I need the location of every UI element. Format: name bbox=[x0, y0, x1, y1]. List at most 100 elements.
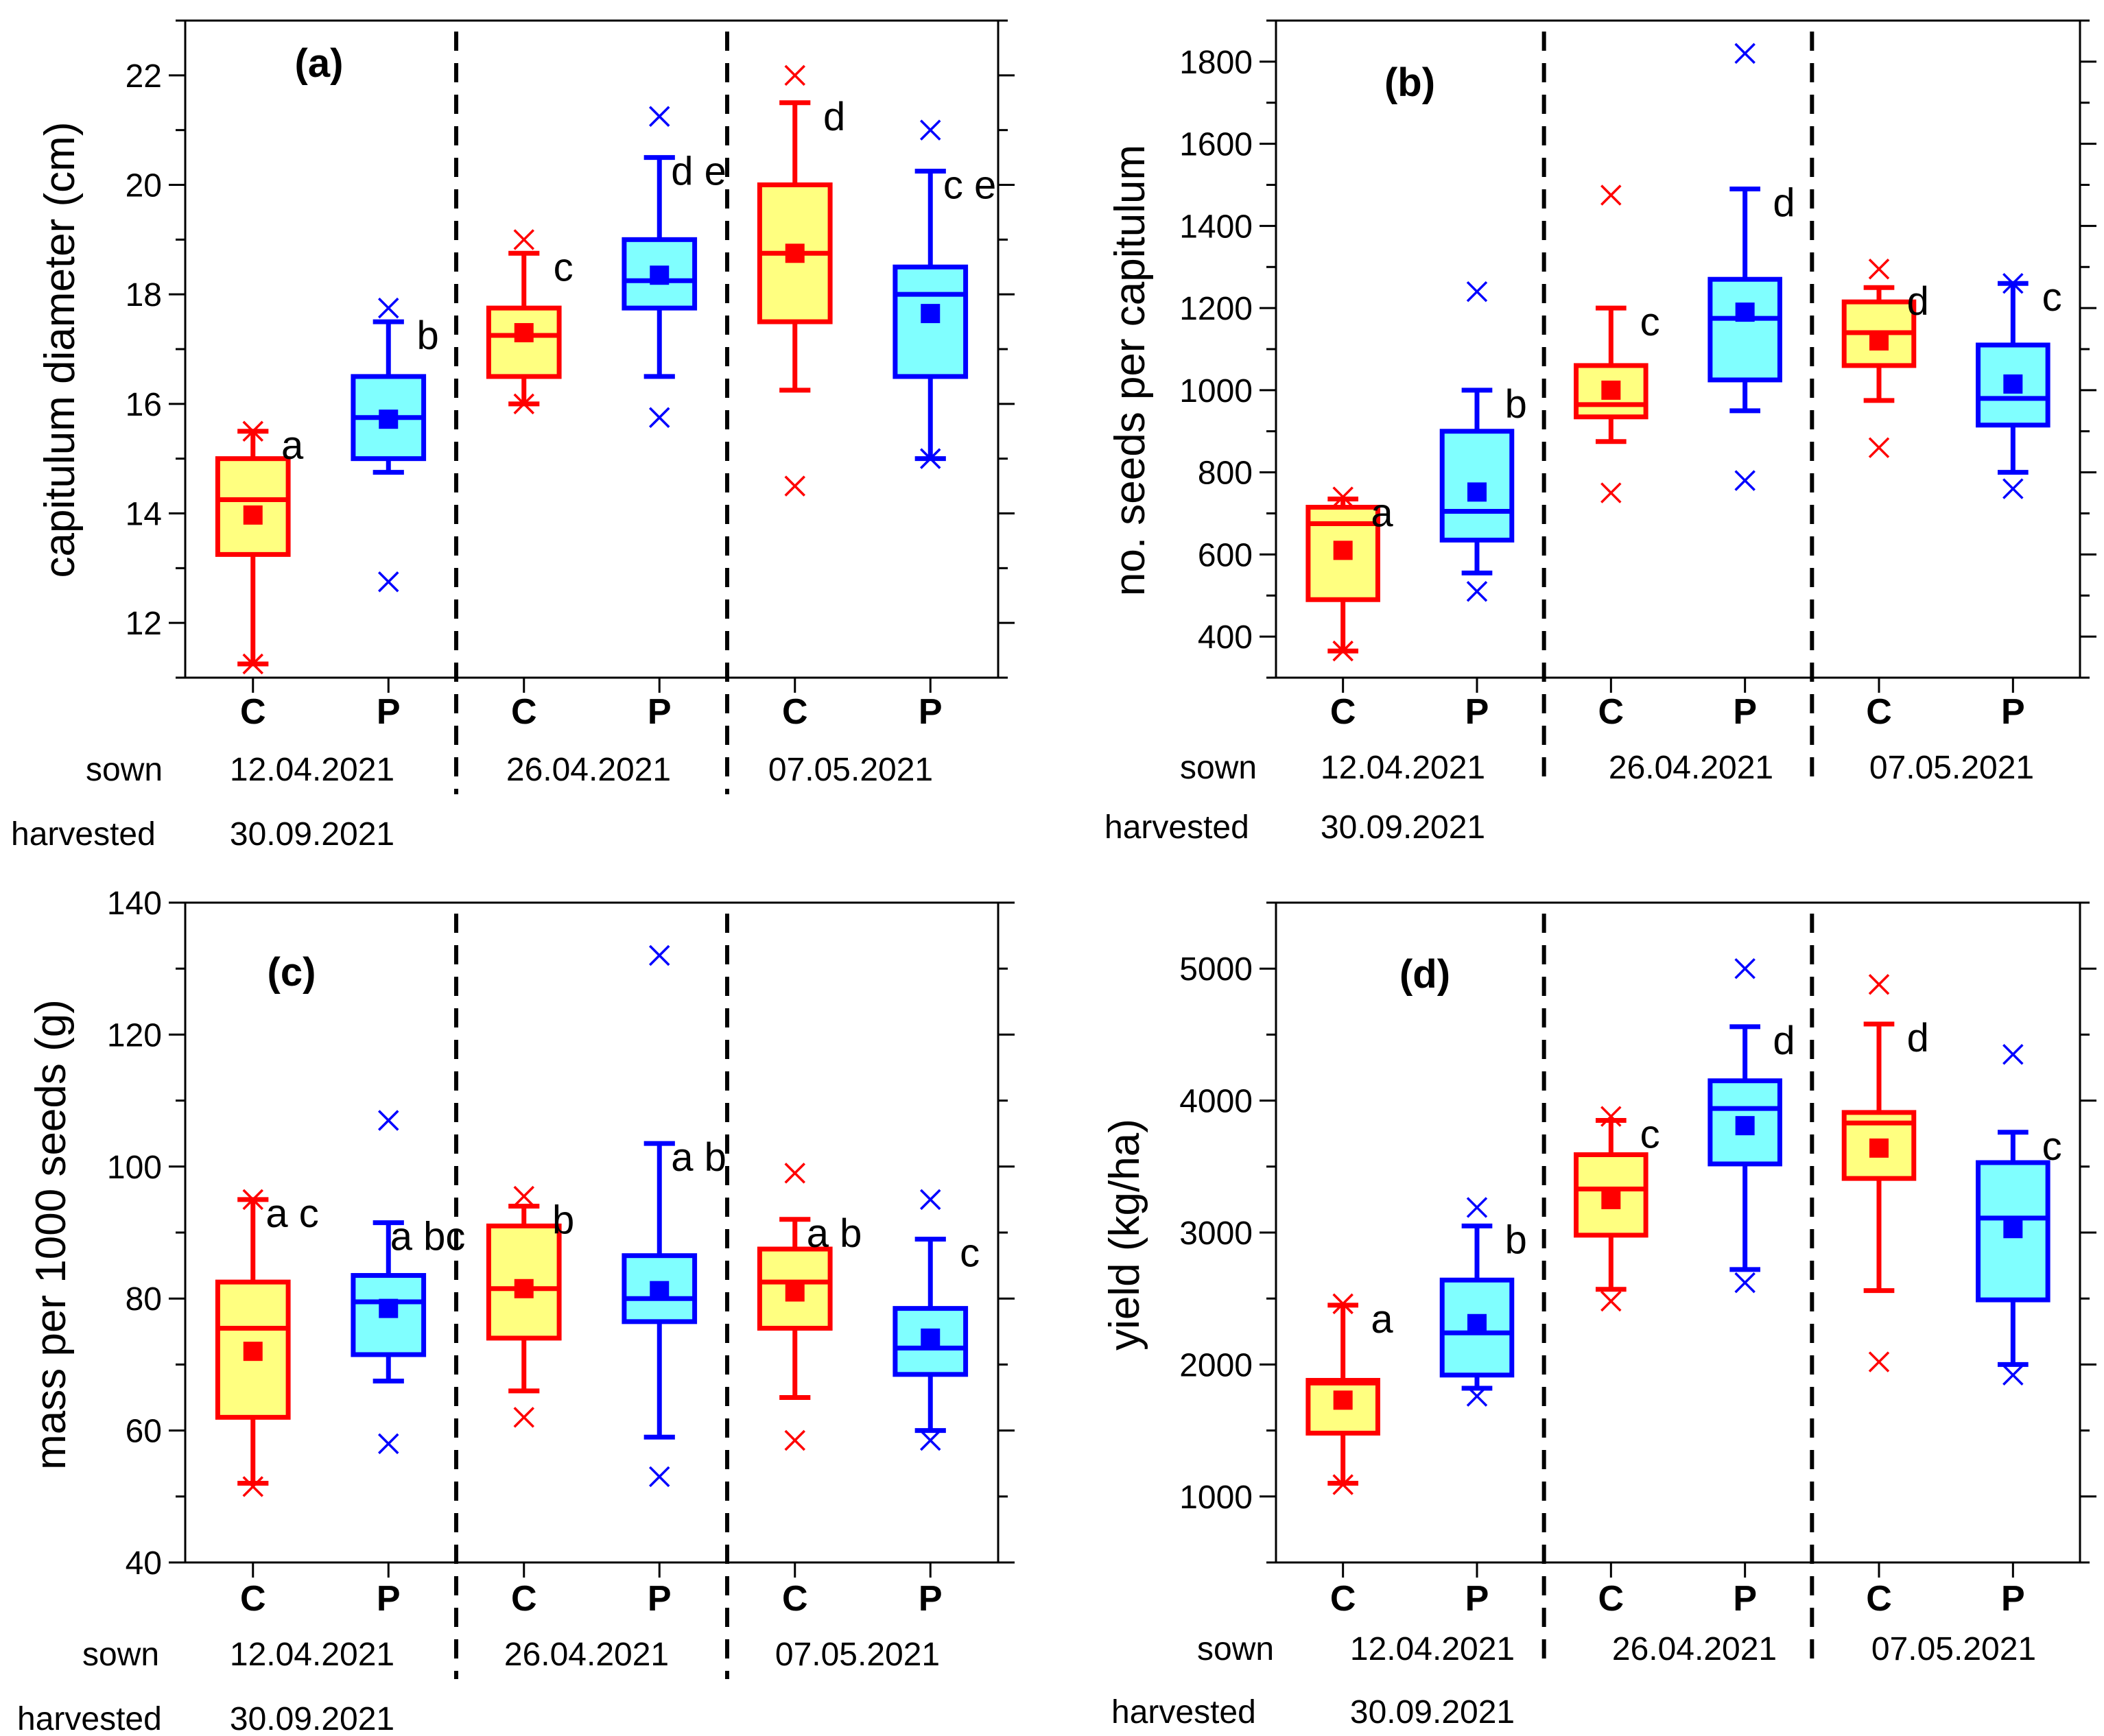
x-category-label: C bbox=[1598, 1579, 1624, 1619]
panel-title: (c) bbox=[268, 950, 316, 995]
outlier-marker bbox=[784, 1163, 805, 1184]
plot-frame bbox=[1275, 901, 2081, 1564]
x-category-label: C bbox=[782, 692, 808, 732]
outlier-marker bbox=[242, 1189, 263, 1211]
box-P-1: b bbox=[1439, 281, 1527, 602]
mean-marker bbox=[1869, 1138, 1889, 1158]
outlier-marker bbox=[378, 1110, 399, 1131]
outlier-marker bbox=[920, 448, 941, 469]
plot-frame bbox=[184, 19, 1000, 679]
panel-title: (d) bbox=[1399, 952, 1450, 997]
x-category-label: P bbox=[919, 1579, 943, 1619]
y-tick-label: 1000 bbox=[1179, 373, 1253, 409]
outlier-marker bbox=[1600, 1106, 1622, 1127]
panel-d: 1000 2000 3000 4000 5000 yield (kg/ha) (d) a Cb P… bbox=[1101, 901, 2096, 1731]
outlier-marker bbox=[242, 420, 263, 442]
x-category-label: P bbox=[2001, 692, 2025, 732]
outlier-stroke bbox=[1466, 1197, 1488, 1218]
outlier-marker bbox=[378, 571, 399, 593]
harvested-date: 30.09.2021 bbox=[1350, 1694, 1515, 1731]
outlier-stroke bbox=[920, 448, 941, 469]
mean-marker bbox=[1869, 331, 1889, 351]
x-category-label: P bbox=[648, 1579, 672, 1619]
sown-label: sown bbox=[86, 752, 163, 788]
y-axis-label: yield (kg/ha) bbox=[1101, 1119, 1148, 1351]
box-P-1: a bc bbox=[351, 1110, 466, 1455]
sown-date: 26.04.2021 bbox=[504, 1637, 669, 1673]
box-P-3: d bbox=[1707, 43, 1795, 491]
harvested-date: 30.09.2021 bbox=[230, 816, 394, 853]
outlier-stroke bbox=[1466, 281, 1488, 302]
x-category-label: C bbox=[511, 692, 537, 732]
box-P-3: d e bbox=[622, 106, 726, 429]
box-P-3: d bbox=[1707, 958, 1795, 1294]
y-tick-label: 80 bbox=[126, 1281, 162, 1318]
y-tick-label: 800 bbox=[1198, 455, 1253, 492]
box-P-1: b bbox=[351, 297, 439, 593]
sown-date: 12.04.2021 bbox=[1350, 1631, 1515, 1667]
x-category-label: C bbox=[1598, 692, 1624, 732]
x-category-label: C bbox=[1330, 1579, 1356, 1619]
y-tick-label: 40 bbox=[126, 1545, 162, 1582]
box-body bbox=[757, 1246, 833, 1331]
sown-label: sown bbox=[1180, 750, 1257, 786]
mean-marker bbox=[921, 304, 941, 324]
y-tick-label: 20 bbox=[126, 168, 162, 204]
significance-letters: c bbox=[1640, 1112, 1660, 1156]
outlier-marker bbox=[1734, 470, 1756, 491]
sown-date: 26.04.2021 bbox=[1612, 1631, 1777, 1667]
significance-letters: c bbox=[2042, 275, 2062, 320]
y-tick-label: 2000 bbox=[1179, 1347, 1253, 1383]
mean-marker bbox=[514, 323, 534, 343]
box-P-3: a b bbox=[622, 944, 726, 1488]
outlier-marker bbox=[1868, 259, 1890, 280]
significance-letters: a c bbox=[265, 1191, 318, 1236]
sown-date: 12.04.2021 bbox=[230, 1637, 394, 1673]
outlier-marker bbox=[513, 1407, 534, 1428]
harvested-date: 30.09.2021 bbox=[1321, 809, 1485, 846]
outlier-stroke bbox=[242, 1189, 263, 1211]
outlier-stroke bbox=[1600, 482, 1622, 503]
outlier-marker bbox=[1466, 581, 1488, 602]
outlier-stroke bbox=[1868, 974, 1890, 995]
outlier-stroke bbox=[1332, 1293, 1354, 1315]
panel-a: 12 14 16 18 20 22 capitulum diameter (cm) (a) a C… bbox=[11, 19, 1015, 853]
plot-frame bbox=[1275, 19, 2081, 679]
sown-label: sown bbox=[1197, 1631, 1274, 1667]
x-category-label: P bbox=[1465, 1579, 1489, 1619]
box-P-5: c bbox=[1976, 272, 2062, 499]
x-category-label: C bbox=[240, 692, 266, 732]
sown-date: 26.04.2021 bbox=[1609, 750, 1773, 786]
outlier-marker bbox=[2002, 1044, 2024, 1065]
outlier-stroke bbox=[649, 106, 670, 127]
y-tick-label: 600 bbox=[1198, 537, 1253, 573]
outlier-stroke bbox=[378, 297, 399, 319]
mean-marker bbox=[1735, 302, 1755, 322]
outlier-marker bbox=[1868, 437, 1890, 458]
x-category-label: P bbox=[1733, 692, 1757, 732]
outlier-stroke bbox=[1868, 1351, 1890, 1372]
y-tick-label: 400 bbox=[1198, 619, 1253, 656]
box-P-5: c bbox=[893, 1189, 980, 1451]
sown-date: 12.04.2021 bbox=[1321, 750, 1485, 786]
harvested-label: harvested bbox=[17, 1701, 162, 1736]
box-C-2: b bbox=[486, 1185, 574, 1428]
outlier-marker bbox=[920, 1429, 941, 1451]
significance-letters: a bc bbox=[390, 1215, 466, 1259]
significance-letters: c bbox=[960, 1231, 980, 1276]
outlier-stroke bbox=[1332, 1474, 1354, 1495]
y-tick-label: 18 bbox=[126, 277, 162, 313]
box-C-0: a bbox=[1305, 1293, 1393, 1495]
y-tick-label: 60 bbox=[126, 1414, 162, 1450]
box-body bbox=[1707, 276, 1782, 383]
x-category-label: P bbox=[1465, 692, 1489, 732]
box-C-0: a bbox=[215, 420, 304, 675]
significance-letters: d bbox=[1907, 1016, 1929, 1060]
significance-letters: c bbox=[554, 245, 574, 289]
mean-marker bbox=[2003, 1219, 2023, 1239]
mean-marker bbox=[514, 1279, 534, 1298]
outlier-marker bbox=[1466, 1197, 1488, 1218]
box-C-0: a c bbox=[215, 1189, 319, 1497]
outlier-marker bbox=[1600, 185, 1622, 206]
outlier-marker bbox=[1600, 1290, 1622, 1312]
